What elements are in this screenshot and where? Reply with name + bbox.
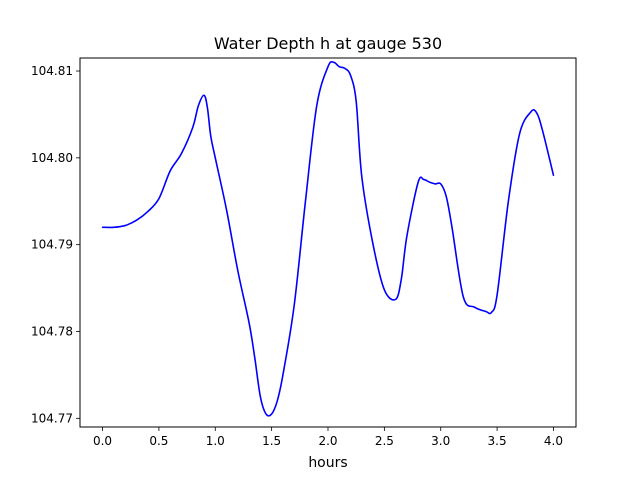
x-tick-label: 0.5	[149, 434, 168, 448]
y-tick-label: 104.81	[31, 64, 73, 78]
x-tick-label: 4.0	[544, 434, 563, 448]
y-tick-label: 104.77	[31, 411, 73, 425]
y-tick-label: 104.80	[31, 151, 73, 165]
series-line-0	[101, 60, 555, 417]
y-tick-label: 104.79	[31, 238, 73, 252]
y-axis: 104.77 104.78 104.79 104.80 104.81	[31, 64, 80, 425]
x-axis: 0.0 0.5 1.0 1.5 2.0 2.5 3.0 3.5 4.0	[93, 427, 563, 448]
x-tick-label: 0.0	[93, 434, 112, 448]
x-tick-label: 2.0	[318, 434, 337, 448]
x-axis-label: hours	[308, 455, 347, 471]
x-tick-label: 1.5	[262, 434, 281, 448]
chart-title: Water Depth h at gauge 530	[214, 34, 442, 53]
x-tick-label: 3.0	[431, 434, 450, 448]
x-tick-label: 3.5	[488, 434, 507, 448]
y-tick-label: 104.78	[31, 324, 73, 338]
x-tick-label: 2.5	[375, 434, 394, 448]
x-tick-label: 1.0	[206, 434, 225, 448]
